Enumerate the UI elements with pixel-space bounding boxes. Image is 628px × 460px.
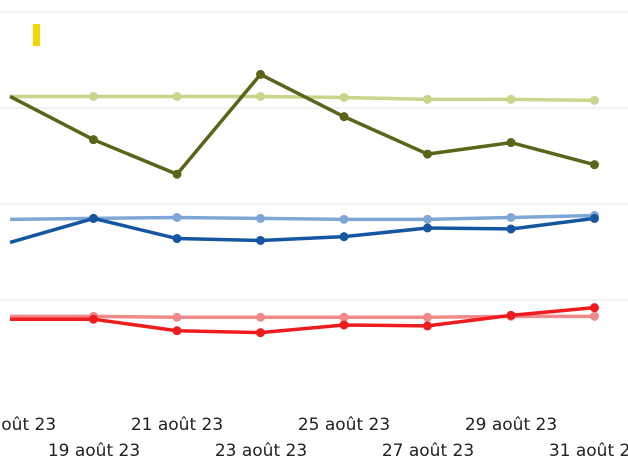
x-tick-label: 27 août 23 <box>382 441 474 460</box>
data-point-0-2 <box>172 91 182 101</box>
series-line-2 <box>9 213 595 222</box>
data-point-5-5 <box>423 321 432 331</box>
x-axis: 17 août 23 21 août 23 25 août 23 29 août 23… <box>0 415 628 460</box>
data-point-5-3 <box>256 328 265 338</box>
data-point-4-3 <box>256 312 265 322</box>
data-point-0-7 <box>590 95 599 105</box>
data-point-0-1 <box>89 91 98 101</box>
data-point-5-6 <box>506 310 516 320</box>
data-point-1-6 <box>506 138 516 148</box>
data-point-4-5 <box>423 312 432 322</box>
data-point-0-4 <box>339 92 349 102</box>
data-point-1-5 <box>423 149 432 159</box>
data-point-5-1 <box>89 314 98 324</box>
series-2 <box>9 211 599 224</box>
x-tick-label: 29 août 23 <box>465 415 557 435</box>
x-tick-label: 17 août 23 <box>0 415 56 435</box>
data-point-0-3 <box>256 91 265 101</box>
x-tick-label: 21 août 23 <box>131 415 223 435</box>
data-point-1-2 <box>172 169 182 179</box>
data-point-3-5 <box>423 223 432 233</box>
data-point-4-4 <box>339 312 349 322</box>
legend-marker <box>33 24 40 46</box>
series-line-3 <box>9 216 595 245</box>
series-3 <box>9 213 599 245</box>
data-point-2-4 <box>339 214 349 224</box>
data-point-3-3 <box>256 235 265 245</box>
data-point-2-3 <box>256 213 265 223</box>
data-point-0-6 <box>506 94 516 104</box>
data-point-5-4 <box>339 320 349 330</box>
data-point-2-2 <box>172 212 182 222</box>
x-tick-label: 23 août 23 <box>215 441 307 460</box>
x-tick-label: 25 août 23 <box>298 415 390 435</box>
data-point-3-6 <box>506 224 516 234</box>
data-point-1-1 <box>89 135 98 145</box>
data-point-2-5 <box>423 214 432 224</box>
data-point-4-7 <box>590 311 599 321</box>
x-tick-label: 19 août 23 <box>48 441 140 460</box>
data-point-2-6 <box>506 212 516 222</box>
series-line-1 <box>9 72 595 176</box>
series-1 <box>9 69 599 179</box>
data-point-3-4 <box>339 232 349 242</box>
data-point-0-5 <box>423 94 432 104</box>
data-point-3-2 <box>172 234 182 244</box>
data-point-5-2 <box>172 326 182 336</box>
x-tick-label: 31 août 23 <box>549 441 628 460</box>
data-point-1-3 <box>256 69 265 79</box>
series-layer <box>9 69 599 338</box>
data-point-3-1 <box>89 213 98 223</box>
gridlines <box>0 11 628 301</box>
data-point-4-2 <box>172 312 182 322</box>
data-point-1-4 <box>339 112 349 122</box>
data-point-1-7 <box>590 160 599 170</box>
series-5 <box>10 303 599 338</box>
data-point-3-7 <box>590 213 599 223</box>
data-point-5-7 <box>590 303 599 313</box>
series-line-5 <box>10 305 595 335</box>
